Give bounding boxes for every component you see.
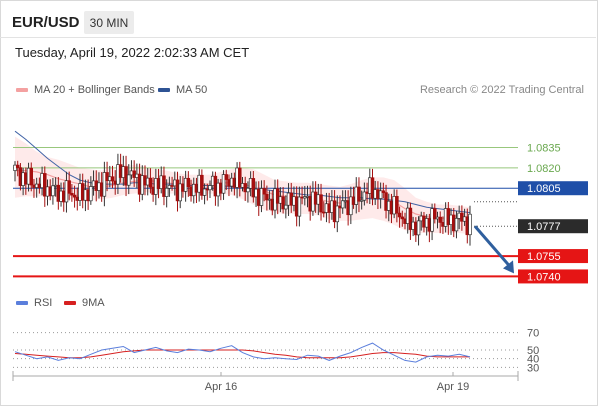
candle-body — [370, 177, 375, 199]
forecast-arrow-head — [503, 260, 514, 274]
legend-ma20: MA 20 + Bollinger Bands — [16, 84, 155, 96]
level-tag-1.0805 — [518, 181, 588, 196]
candle-body — [281, 196, 285, 210]
candle-body — [70, 192, 74, 196]
candles-group — [13, 153, 472, 246]
candle-body — [395, 196, 399, 214]
candle-body — [43, 173, 47, 197]
rsi-tick-label-40: 40 — [527, 354, 539, 366]
rsi-tick-label-70: 70 — [527, 328, 539, 340]
current-price-label: 1.0777 — [527, 221, 561, 233]
rsi-ma-swatch — [64, 301, 76, 305]
candle-body — [224, 174, 229, 180]
candle-body — [400, 216, 405, 220]
x-tick-label-1: Apr 19 — [437, 381, 469, 393]
candle-body — [416, 220, 421, 236]
candle-body — [340, 200, 345, 209]
candle-body — [186, 177, 191, 188]
x-tick-label-0: Apr 16 — [205, 381, 237, 393]
candle-body — [335, 205, 340, 223]
level-label-1.0805: 1.0805 — [527, 183, 561, 195]
ma50-legend-label: MA 50 — [176, 84, 208, 96]
candle-body — [284, 204, 288, 210]
rsi-legend-label: RSI — [34, 297, 53, 309]
candle-body — [433, 208, 437, 220]
candle-body — [262, 188, 266, 195]
level-label-1.0820: 1.0820 — [527, 163, 561, 175]
candle-body — [67, 180, 71, 194]
candle-body — [359, 199, 364, 202]
ma50-swatch — [158, 88, 170, 92]
candle-body — [178, 183, 182, 202]
candle-body — [297, 196, 302, 217]
header-divider — [0, 37, 596, 38]
candle-body — [362, 191, 367, 201]
rsi-tick-label-30: 30 — [527, 362, 539, 374]
candle-body — [454, 218, 459, 232]
timestamp: Tuesday, April 19, 2022 2:02:33 AM CET — [15, 45, 250, 60]
candle-body — [164, 187, 169, 197]
rsi-tick-label-50: 50 — [527, 345, 539, 357]
timeframe-badge[interactable]: 30 MIN — [84, 11, 134, 34]
candle-body — [430, 208, 434, 232]
level-label-1.0740: 1.0740 — [527, 271, 561, 283]
candle-body — [221, 174, 226, 194]
candle-body — [51, 185, 55, 197]
candle-body — [408, 207, 413, 230]
candle-body — [167, 185, 172, 189]
level-label-1.0755: 1.0755 — [527, 251, 561, 263]
level-tag-1.0740 — [518, 269, 588, 284]
candle-body — [246, 187, 250, 193]
candle-body — [238, 167, 242, 188]
symbol-title: EUR/USD — [12, 14, 80, 31]
candle-body — [378, 190, 383, 199]
candle-body — [15, 164, 20, 169]
candle-body — [349, 196, 353, 216]
candle-body — [29, 167, 34, 186]
legend-rsi: RSI — [16, 297, 52, 309]
current-price-tag — [518, 219, 588, 234]
candle-body — [265, 193, 269, 201]
legend-ma50: MA 50 — [158, 84, 207, 96]
candle-body — [72, 194, 77, 198]
candle-body — [102, 172, 107, 197]
research-credit: Research © 2022 Trading Central — [419, 84, 584, 96]
candle-body — [251, 178, 256, 198]
rsi-ma-legend-label: 9MA — [82, 297, 105, 309]
candle-body — [110, 176, 115, 182]
candle-body — [259, 188, 264, 206]
candle-body — [319, 194, 323, 213]
candle-body — [162, 175, 166, 197]
candle-body — [89, 186, 93, 202]
forecast-arrow-shaft — [473, 225, 511, 267]
level-label-1.0835: 1.0835 — [527, 143, 561, 155]
candle-body — [200, 174, 204, 196]
rsi-ma-line — [14, 349, 470, 359]
candle-body — [468, 213, 472, 236]
candle-body — [381, 190, 386, 194]
candle-body — [126, 174, 131, 186]
ma20-legend-label: MA 20 + Bollinger Bands — [34, 84, 155, 96]
candle-body — [275, 188, 280, 204]
legend-rsi-ma: 9MA — [64, 297, 105, 309]
ma20-swatch — [16, 88, 28, 92]
candle-body — [208, 185, 212, 191]
rsi-line — [14, 342, 471, 363]
rsi-swatch — [16, 301, 28, 305]
candle-body — [243, 183, 247, 193]
level-tag-1.0755 — [518, 249, 588, 264]
candle-body — [397, 212, 402, 218]
candle-body — [202, 188, 207, 196]
candle-body — [357, 186, 361, 202]
candle-body — [148, 177, 153, 188]
candle-body — [438, 216, 442, 223]
